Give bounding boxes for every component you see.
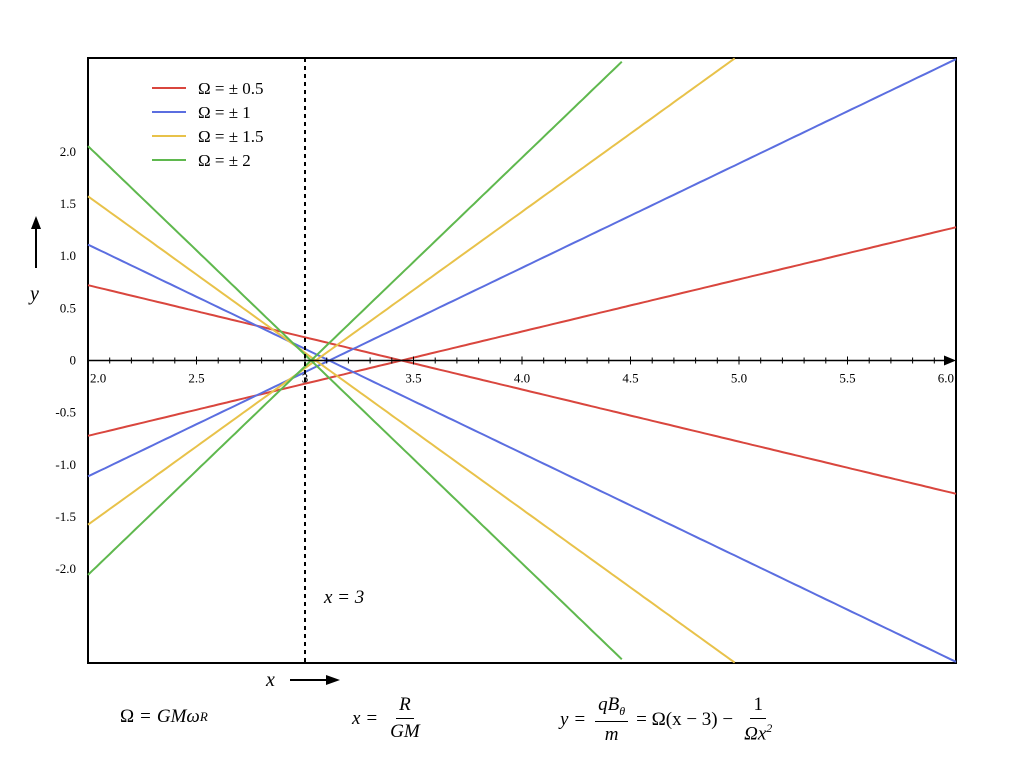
- x-def-numerator: R: [396, 694, 414, 719]
- series-line-4-positive: [87, 60, 623, 576]
- x-tick-label: 4.5: [622, 371, 638, 386]
- series-line-2-negative: [87, 243, 957, 663]
- series-line-3-positive: [87, 57, 736, 526]
- x-definition: x = R GM: [352, 694, 427, 743]
- series-line-2-positive: [87, 58, 957, 478]
- x-axis-label: x: [265, 669, 275, 691]
- y-tick-label: -1.0: [55, 457, 76, 472]
- y-tick-label: 0: [70, 353, 77, 368]
- y-definition: y = qBθ m = Ω(x − 3) − 1 Ωx2: [560, 694, 773, 745]
- x-tick-label: 4.0: [514, 371, 530, 386]
- y-tick-label: -0.5: [55, 405, 76, 420]
- x-tick-label: 2.0: [90, 371, 106, 386]
- x-tick-label: 2.5: [188, 371, 204, 386]
- series-line-1-negative: [87, 284, 957, 495]
- series-line-1-positive: [87, 226, 957, 437]
- legend-label: Ω = ± 0.5: [198, 79, 264, 98]
- omega-def-sub: R: [199, 709, 208, 724]
- legend-label: Ω = ± 2: [198, 151, 251, 170]
- y-def-middle: = Ω(x − 3) −: [636, 708, 734, 730]
- x-tick-label: 3.5: [405, 371, 421, 386]
- series-group: [87, 57, 957, 664]
- y-tick-label: -2.0: [55, 561, 76, 576]
- y-axis-label: y: [28, 283, 39, 305]
- x-tick-label: 3: [302, 371, 309, 386]
- series-line-3-negative: [87, 195, 736, 664]
- y-def-numerator-2: 1: [750, 694, 766, 720]
- x-axis-arrowhead: [944, 355, 956, 366]
- y-tick-label: -1.5: [55, 509, 76, 524]
- series-line-4-negative: [87, 145, 623, 661]
- y-def-numerator: qB: [598, 694, 620, 715]
- legend-label: Ω = ± 1.5: [198, 127, 264, 146]
- y-def-denominator-2: Ωx: [744, 723, 767, 745]
- y-tick-label: 2.0: [60, 144, 76, 159]
- x-tick-label: 6.0: [938, 371, 954, 386]
- y-tick-label: 1.0: [60, 248, 76, 263]
- omega-def-lhs: Ω: [120, 706, 135, 727]
- y-def-den2-sup: 2: [766, 721, 773, 736]
- vertical-line-label: x = 3: [323, 587, 364, 608]
- legend-label: Ω = ± 1: [198, 103, 251, 122]
- y-axis-arrow-head: [31, 216, 41, 229]
- x-tick-label: 5.0: [731, 371, 747, 386]
- x-def-denominator: GM: [390, 721, 420, 742]
- x-tick-labels: 2.0 2.5 3 3.5 4.0 4.5 5.0 5.5 6.0: [90, 371, 954, 386]
- x-axis-arrow-head: [326, 675, 340, 685]
- y-tick-label: 1.5: [60, 196, 76, 211]
- y-def-num-sub: θ: [619, 703, 626, 718]
- omega-def-rhs: GMω: [156, 706, 200, 727]
- x-axis-group: [87, 355, 957, 366]
- y-def-denominator: m: [604, 723, 619, 745]
- x-def-lhs: x: [352, 707, 361, 729]
- legend: Ω = ± 0.5 Ω = ± 1 Ω = ± 1.5 Ω = ± 2: [152, 79, 264, 170]
- x-tick-label: 5.5: [839, 371, 855, 386]
- y-tick-label: 0.5: [60, 300, 76, 315]
- omega-definition: Ω = GMω R: [120, 706, 208, 727]
- y-tick-labels: 2.0 1.5 1.0 0.5 0 -0.5 -1.0 -1.5 -2.0: [55, 144, 76, 576]
- y-def-lhs: y: [560, 708, 569, 730]
